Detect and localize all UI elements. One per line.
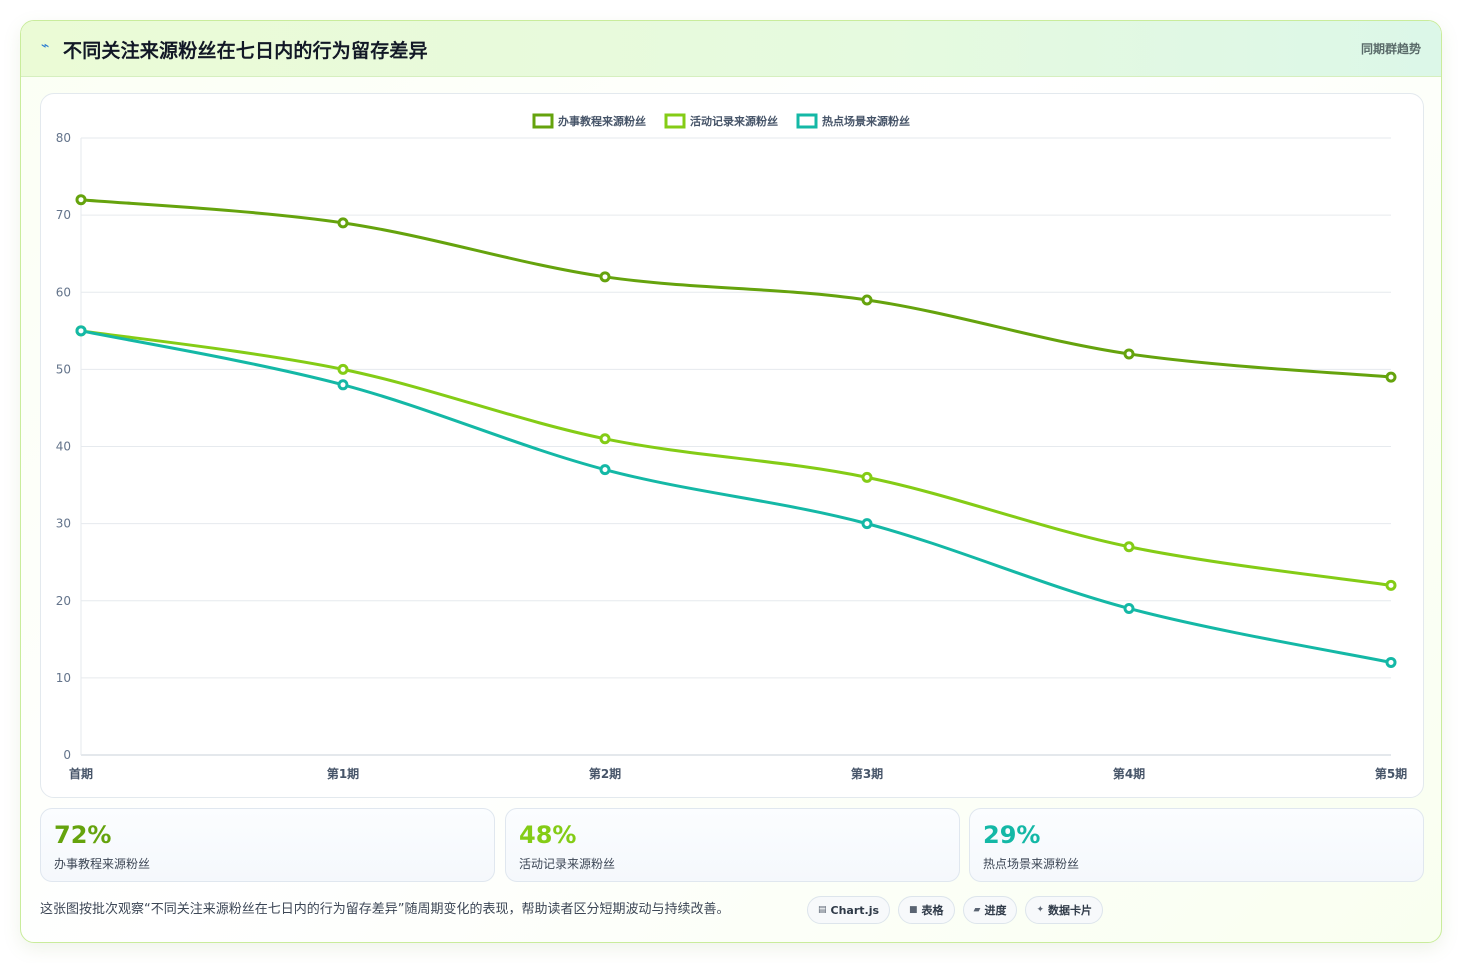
x-tick-label: 第3期: [851, 766, 883, 781]
line-chart: 0 10 20 30 40 50 60 70 80 首期 第1期 第2期 第3期 第4期 第5期 办事教程来源…: [56, 113, 1407, 781]
y-tick-label: 70: [56, 208, 71, 222]
tag-label: 数据卡片: [1048, 904, 1093, 917]
data-point: [1123, 602, 1135, 614]
x-tick-label: 第4期: [1113, 766, 1145, 781]
y-tick-label: 80: [56, 131, 71, 145]
tag-label: Chart.js: [830, 903, 880, 917]
tag-label: 进度: [984, 904, 1007, 917]
series-line-3: [80, 329, 1392, 664]
data-point: [337, 217, 349, 229]
chart-line-icon: ⌁: [41, 38, 50, 54]
y-tick-label: 10: [56, 671, 71, 685]
chart-card: ⌁ 不同关注来源粉丝在七日内的行为留存差异 同期群趋势 0 10 20 30 40 50 6…: [20, 20, 1442, 943]
legend-swatch: [664, 113, 686, 129]
stat-value: 72%: [54, 821, 112, 849]
data-point: [1123, 541, 1135, 553]
y-tick-label: 40: [56, 440, 71, 454]
legend-swatch: [532, 113, 554, 129]
stat-card-3: 29% 热点场景来源粉丝: [969, 808, 1424, 882]
stat-label: 办事教程来源粉丝: [54, 857, 151, 871]
data-point: [337, 379, 349, 391]
tag-chartjs[interactable]: ▤ Chart.js: [807, 896, 891, 924]
y-tick-label: 50: [56, 362, 71, 376]
tag-progress[interactable]: ▰ 进度: [962, 896, 1018, 924]
x-tick-label: 第2期: [589, 766, 621, 781]
data-point: [337, 363, 349, 375]
x-tick-label: 第5期: [1375, 766, 1407, 781]
stat-card-1: 72% 办事教程来源粉丝: [40, 808, 495, 882]
table-icon: ■: [909, 905, 918, 915]
stat-value: 48%: [519, 821, 577, 849]
card-header: ⌁ 不同关注来源粉丝在七日内的行为留存差异 同期群趋势: [21, 21, 1441, 77]
stat-card-2: 48% 活动记录来源粉丝: [505, 808, 960, 882]
legend-label: 热点场景来源粉丝: [822, 114, 910, 128]
header-right-label: 同期群趋势: [1360, 42, 1421, 56]
x-tick-label: 首期: [69, 766, 93, 781]
stat-value: 29%: [983, 821, 1041, 849]
y-tick-label: 0: [63, 748, 71, 762]
stat-label: 热点场景来源粉丝: [983, 857, 1080, 871]
tag-list: ▤ Chart.js ■ 表格 ▰ 进度 ✦ 数据卡片: [807, 896, 1104, 924]
data-point: [861, 294, 873, 306]
data-point: [599, 464, 611, 476]
data-point: [1123, 348, 1135, 360]
data-point: [599, 271, 611, 283]
data-point: [75, 194, 87, 206]
data-point: [861, 518, 873, 530]
data-point: [1385, 656, 1397, 668]
data-point: [861, 471, 873, 483]
legend-swatch: [796, 113, 818, 129]
series-line-1: [80, 198, 1392, 379]
chart-panel: 0 10 20 30 40 50 60 70 80 首期 第1期 第2期 第3期 第4期 第5期 办事教程来源…: [40, 93, 1424, 798]
tag-data-card[interactable]: ✦ 数据卡片: [1025, 896, 1104, 924]
data-point: [75, 325, 87, 337]
stat-label: 活动记录来源粉丝: [519, 857, 616, 871]
chart-title: 不同关注来源粉丝在七日内的行为留存差异: [63, 40, 428, 62]
tag-label: 表格: [921, 904, 944, 917]
footer-note: 这张图按批次观察“不同关注来源粉丝在七日内的行为留存差异”随周期变化的表现，帮助…: [40, 902, 730, 917]
data-point: [599, 433, 611, 445]
chart-icon: ▤: [818, 905, 827, 915]
x-tick-label: 第1期: [327, 766, 359, 781]
card-icon: ✦: [1036, 905, 1045, 915]
progress-icon: ▰: [973, 905, 981, 915]
tag-table[interactable]: ■ 表格: [898, 896, 955, 924]
legend-label: 活动记录来源粉丝: [690, 114, 778, 128]
data-point: [1385, 371, 1397, 383]
y-tick-label: 20: [56, 594, 71, 608]
y-tick-label: 30: [56, 517, 71, 531]
series-line-2: [80, 329, 1392, 587]
y-tick-label: 60: [56, 285, 71, 299]
legend-label: 办事教程来源粉丝: [558, 114, 646, 128]
data-point: [1385, 579, 1397, 591]
